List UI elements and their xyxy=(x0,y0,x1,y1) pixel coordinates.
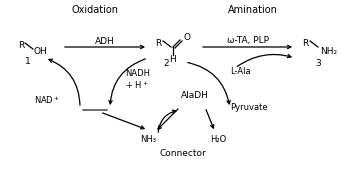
Text: O: O xyxy=(183,32,190,42)
Text: 1: 1 xyxy=(25,57,31,66)
Text: R: R xyxy=(302,39,308,47)
Text: R: R xyxy=(18,41,24,50)
Text: NH₂: NH₂ xyxy=(320,47,337,56)
Text: NAD$^+$: NAD$^+$ xyxy=(34,94,60,106)
Text: Pyruvate: Pyruvate xyxy=(230,103,268,113)
Text: 2: 2 xyxy=(163,58,169,67)
Text: NH₃: NH₃ xyxy=(140,136,156,144)
Text: Amination: Amination xyxy=(228,5,278,15)
Text: OH: OH xyxy=(34,47,48,56)
Text: Oxidation: Oxidation xyxy=(72,5,119,15)
Text: Connector: Connector xyxy=(160,149,206,158)
Text: R: R xyxy=(155,39,161,47)
Text: ω-TA, PLP: ω-TA, PLP xyxy=(227,37,269,45)
Text: AlaDH: AlaDH xyxy=(181,91,209,100)
Text: NADH
+ H$^+$: NADH + H$^+$ xyxy=(125,69,150,91)
Text: ADH: ADH xyxy=(95,37,115,45)
Text: H: H xyxy=(170,55,176,65)
Text: H₂O: H₂O xyxy=(210,136,226,144)
Text: 3: 3 xyxy=(315,58,321,67)
Text: L-Ala: L-Ala xyxy=(230,67,251,77)
